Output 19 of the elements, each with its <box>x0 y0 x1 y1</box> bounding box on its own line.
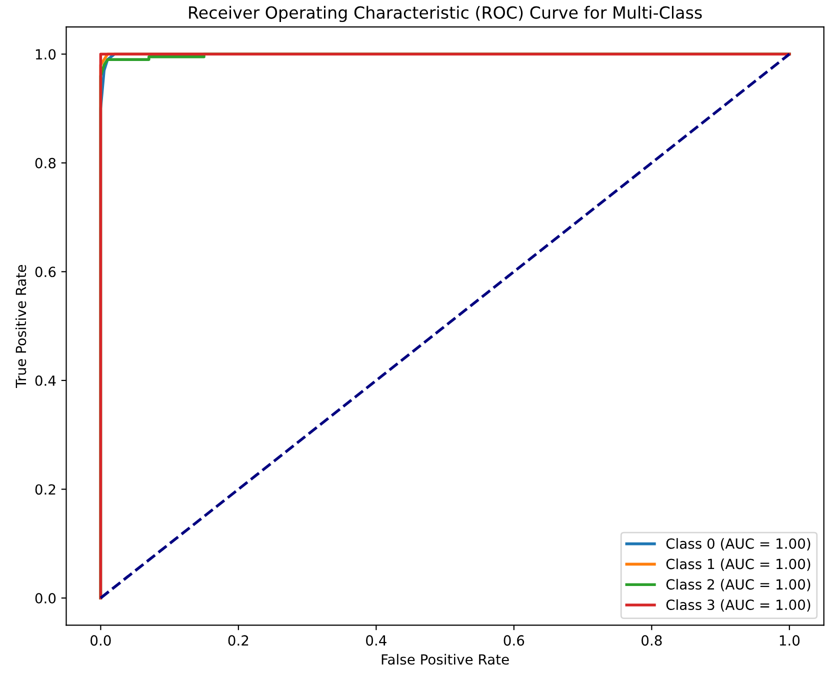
legend-label: Class 0 (AUC = 1.00) <box>666 538 810 550</box>
chart-title: Receiver Operating Characteristic (ROC) Curve for Multi-Class <box>189 6 702 22</box>
legend-label: Class 1 (AUC = 1.00) <box>666 558 810 571</box>
y-tick-label: 0.8 <box>35 158 56 168</box>
y-tick-label: 0.4 <box>35 375 56 386</box>
y-axis-title: True Positive Rate <box>15 264 26 388</box>
x-tick-label: 0.0 <box>90 635 111 646</box>
y-tick-label: 1.0 <box>36 49 56 60</box>
x-tick-label: 0.6 <box>504 635 524 646</box>
x-tick-label: 0.8 <box>642 635 662 646</box>
y-tick-label: 0.6 <box>35 266 56 278</box>
legend-label: Class 2 (AUC = 1.00) <box>666 578 810 592</box>
y-tick-label: 0.0 <box>35 592 56 604</box>
y-tick-label: 0.2 <box>35 484 56 495</box>
x-tick-label: 1.0 <box>780 635 800 646</box>
x-axis-title: False Positive Rate <box>382 654 509 665</box>
x-tick-label: 0.4 <box>366 635 386 646</box>
legend-label: Class 3 (AUC = 1.00) <box>666 599 810 612</box>
x-tick-label: 0.2 <box>228 635 248 646</box>
